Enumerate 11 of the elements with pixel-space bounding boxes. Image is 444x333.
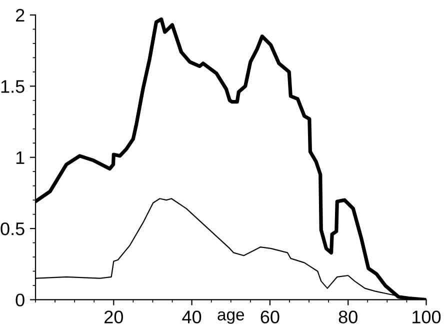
y-tick-label: 0.5: [0, 222, 24, 236]
y-tick-label: 1.5: [1, 80, 24, 93]
x-axis-title: age: [218, 311, 244, 324]
y-tick-label: 1: [16, 151, 24, 164]
x-tick-label: 40: [182, 310, 202, 324]
x-tick-label: 80: [338, 310, 358, 324]
x-tick-label: 100: [412, 310, 441, 324]
y-tick-label: 0: [16, 294, 24, 306]
x-tick-label: 60: [260, 310, 280, 324]
x-tick-label: 20: [104, 310, 123, 324]
y-tick-label: 2: [16, 8, 24, 22]
